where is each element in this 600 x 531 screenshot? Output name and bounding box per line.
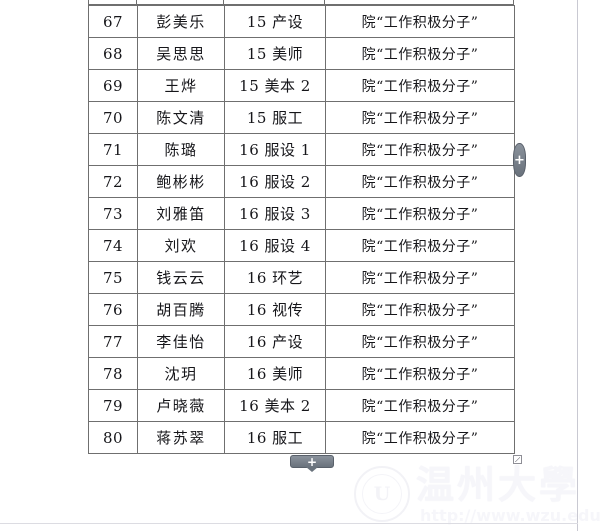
table-row[interactable]: 80 蒋苏翠 16 服工 院“工作积极分子” (88, 421, 515, 454)
cell-class[interactable]: 16 服设 3 (224, 197, 326, 230)
cell-name[interactable]: 王烨 (137, 69, 225, 102)
cell-name[interactable]: 陈璐 (137, 133, 225, 166)
watermark: U 温州大學 http://www.wzu.edu.cn (350, 462, 600, 528)
cell-class[interactable]: 15 产设 (224, 5, 326, 38)
table-row[interactable]: 77 李佳怡 16 产设 院“工作积极分子” (88, 325, 515, 358)
cell-sequence[interactable]: 68 (88, 37, 138, 70)
cell-name[interactable]: 刘欢 (137, 229, 225, 262)
honor-roll-table[interactable]: 67 彭美乐 15 产设 院“工作积极分子” 68 吴思思 15 美师 院“工作积极分子” 69… (88, 5, 515, 454)
cell-name[interactable]: 吴思思 (137, 37, 225, 70)
table-row[interactable]: 68 吴思思 15 美师 院“工作积极分子” (88, 37, 515, 70)
cell-sequence[interactable]: 70 (88, 101, 138, 134)
cell-class[interactable]: 16 环艺 (224, 261, 326, 294)
cell-sequence[interactable]: 78 (88, 357, 138, 390)
cell-class[interactable]: 16 服设 1 (224, 133, 326, 166)
cell-award[interactable]: 院“工作积极分子” (325, 293, 515, 326)
cell-award[interactable]: 院“工作积极分子” (325, 389, 515, 422)
cell-class[interactable]: 16 美本 2 (224, 389, 326, 422)
cell-award[interactable]: 院“工作积极分子” (325, 325, 515, 358)
table-resize-handle[interactable] (513, 455, 522, 464)
seal-letter: U (362, 474, 402, 514)
cell-sequence[interactable]: 74 (88, 229, 138, 262)
page-edge-bottom (0, 523, 578, 524)
cell-sequence[interactable]: 72 (88, 165, 138, 198)
cell-award[interactable]: 院“工作积极分子” (325, 229, 515, 262)
table-row[interactable]: 70 陈文清 15 服工 院“工作积极分子” (88, 101, 515, 134)
cell-class[interactable]: 16 服工 (224, 421, 326, 454)
cell-award[interactable]: 院“工作积极分子” (325, 37, 515, 70)
cell-sequence[interactable]: 73 (88, 197, 138, 230)
cell-award[interactable]: 院“工作积极分子” (325, 357, 515, 390)
cell-name[interactable]: 钱云云 (137, 261, 225, 294)
table-row[interactable]: 71 陈璐 16 服设 1 院“工作积极分子” (88, 133, 515, 166)
cell-class[interactable]: 16 美师 (224, 357, 326, 390)
insert-column-handle[interactable]: + (513, 143, 526, 177)
cell-award[interactable]: 院“工作积极分子” (325, 261, 515, 294)
cell-sequence[interactable]: 67 (88, 5, 138, 38)
cell-award[interactable]: 院“工作积极分子” (325, 133, 515, 166)
table-row[interactable]: 76 胡百腾 16 视传 院“工作积极分子” (88, 293, 515, 326)
table-row[interactable]: 74 刘欢 16 服设 4 院“工作积极分子” (88, 229, 515, 262)
table-row[interactable]: 75 钱云云 16 环艺 院“工作积极分子” (88, 261, 515, 294)
table-clipped-row-top (88, 0, 514, 6)
cell-class[interactable]: 16 视传 (224, 293, 326, 326)
cell-sequence[interactable]: 76 (88, 293, 138, 326)
cell-class[interactable]: 16 服设 4 (224, 229, 326, 262)
cell-name[interactable]: 沈玥 (137, 357, 225, 390)
insert-row-handle[interactable]: + (290, 455, 334, 472)
cell-award[interactable]: 院“工作积极分子” (325, 165, 515, 198)
cell-sequence[interactable]: 75 (88, 261, 138, 294)
cell-name[interactable]: 李佳怡 (137, 325, 225, 358)
cell-award[interactable]: 院“工作积极分子” (325, 421, 515, 454)
cell-name[interactable]: 彭美乐 (137, 5, 225, 38)
cell-name[interactable]: 蒋苏翠 (137, 421, 225, 454)
university-seal-icon: U (354, 466, 410, 522)
table-row[interactable]: 67 彭美乐 15 产设 院“工作积极分子” (88, 5, 515, 38)
cell-name[interactable]: 胡百腾 (137, 293, 225, 326)
table-row[interactable]: 72 鲍彬彬 16 服设 2 院“工作积极分子” (88, 165, 515, 198)
page-edge-right (577, 0, 578, 531)
cell-class[interactable]: 16 产设 (224, 325, 326, 358)
table-row[interactable]: 73 刘雅笛 16 服设 3 院“工作积极分子” (88, 197, 515, 230)
cell-sequence[interactable]: 79 (88, 389, 138, 422)
cell-sequence[interactable]: 77 (88, 325, 138, 358)
table-row[interactable]: 79 卢晓薇 16 美本 2 院“工作积极分子” (88, 389, 515, 422)
table-row[interactable]: 78 沈玥 16 美师 院“工作积极分子” (88, 357, 515, 390)
cell-name[interactable]: 鲍彬彬 (137, 165, 225, 198)
cell-name[interactable]: 卢晓薇 (137, 389, 225, 422)
cell-award[interactable]: 院“工作积极分子” (325, 69, 515, 102)
cell-name[interactable]: 刘雅笛 (137, 197, 225, 230)
cell-sequence[interactable]: 80 (88, 421, 138, 454)
cell-sequence[interactable]: 71 (88, 133, 138, 166)
cell-sequence[interactable]: 69 (88, 69, 138, 102)
cell-award[interactable]: 院“工作积极分子” (325, 197, 515, 230)
cell-class[interactable]: 15 美师 (224, 37, 326, 70)
table-row[interactable]: 69 王烨 15 美本 2 院“工作积极分子” (88, 69, 515, 102)
cell-class[interactable]: 15 服工 (224, 101, 326, 134)
cell-class[interactable]: 15 美本 2 (224, 69, 326, 102)
cell-award[interactable]: 院“工作积极分子” (325, 101, 515, 134)
cell-name[interactable]: 陈文清 (137, 101, 225, 134)
cell-class[interactable]: 16 服设 2 (224, 165, 326, 198)
watermark-university-name: 温州大學 (416, 462, 581, 507)
cell-award[interactable]: 院“工作积极分子” (325, 5, 515, 38)
